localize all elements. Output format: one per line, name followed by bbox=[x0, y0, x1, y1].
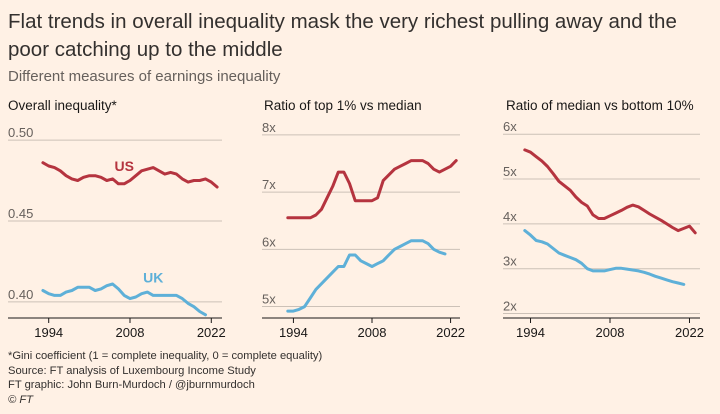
copyright: © FT bbox=[8, 393, 34, 406]
series-line-us bbox=[523, 148, 697, 235]
y-tick-label: 0.50 bbox=[8, 125, 33, 140]
series-label-us: US bbox=[114, 158, 133, 174]
y-tick-label: 8x bbox=[262, 120, 276, 135]
series-line-uk bbox=[523, 229, 686, 286]
x-tick-label: 1994 bbox=[34, 325, 63, 340]
x-tick-label: 2022 bbox=[197, 325, 226, 340]
x-tick-label: 2022 bbox=[675, 325, 704, 340]
y-tick-label: 4x bbox=[503, 209, 517, 224]
y-tick-label: 3x bbox=[503, 254, 517, 269]
y-tick-label: 6x bbox=[503, 119, 517, 134]
x-tick-label: 2008 bbox=[358, 325, 387, 340]
chart-title: Flat trends in overall inequality mask t… bbox=[8, 10, 677, 61]
x-tick-label: 2008 bbox=[596, 325, 625, 340]
series-line-uk bbox=[286, 239, 447, 313]
panel-title-bottom10: Ratio of median vs bottom 10% bbox=[506, 98, 694, 113]
graphic-credit: FT graphic: John Burn-Murdoch / @jburnmu… bbox=[8, 379, 255, 391]
y-tick-label: 6x bbox=[262, 234, 276, 249]
panel-title-overall: Overall inequality* bbox=[8, 98, 117, 113]
series-line-us bbox=[41, 161, 219, 189]
panel-title-top1: Ratio of top 1% vs median bbox=[264, 98, 422, 113]
source-note: Source: FT analysis of Luxembourg Income… bbox=[8, 364, 256, 377]
footnote: *Gini coefficient (1 = complete inequali… bbox=[8, 350, 323, 362]
chart-subtitle: Different measures of earnings inequalit… bbox=[8, 68, 281, 85]
footer: *Gini coefficient (1 = complete inequali… bbox=[8, 349, 322, 407]
series-line-us bbox=[286, 159, 458, 220]
y-tick-label: 0.40 bbox=[8, 287, 33, 302]
y-tick-label: 5x bbox=[262, 292, 276, 307]
x-tick-label: 2008 bbox=[116, 325, 145, 340]
x-tick-label: 1994 bbox=[279, 325, 308, 340]
y-tick-label: 0.45 bbox=[8, 206, 33, 221]
series-line-uk bbox=[41, 282, 207, 317]
series-label-uk: UK bbox=[143, 269, 163, 285]
y-tick-label: 7x bbox=[262, 177, 276, 192]
x-tick-label: 2022 bbox=[436, 325, 465, 340]
y-tick-label: 5x bbox=[503, 164, 517, 179]
x-tick-label: 1994 bbox=[516, 325, 545, 340]
y-tick-label: 2x bbox=[503, 299, 517, 314]
